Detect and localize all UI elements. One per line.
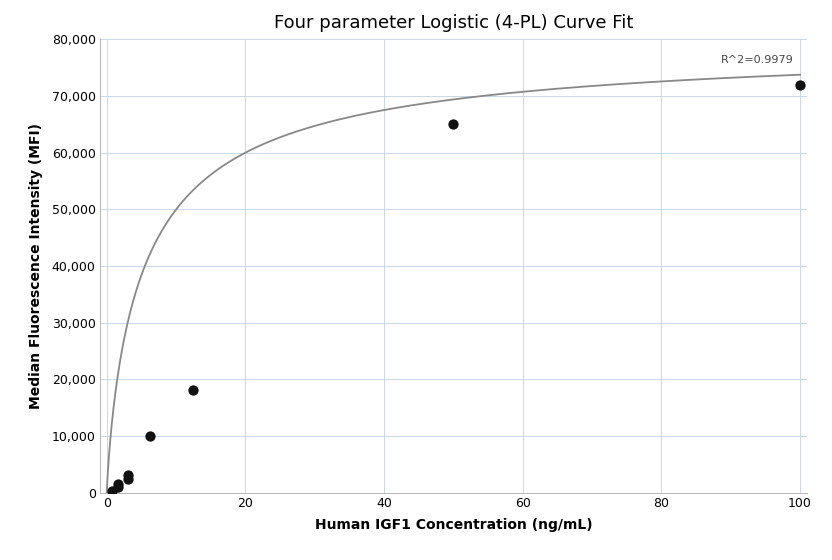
Point (121, 470, 135, 479)
Y-axis label: Median Fluorescence Intensity (MFI): Median Fluorescence Intensity (MFI) (29, 123, 43, 409)
Point (186, 385, 201, 394)
Point (111, 480, 124, 489)
Title: Four parameter Logistic (4-PL) Curve Fit: Four parameter Logistic (4-PL) Curve Fit (274, 14, 633, 32)
X-axis label: Human IGF1 Concentration (ng/mL): Human IGF1 Concentration (ng/mL) (314, 519, 592, 533)
Point (794, 80, 807, 89)
Point (106, 486, 119, 495)
Point (111, 483, 124, 492)
Point (143, 432, 156, 441)
Text: R^2=0.9979: R^2=0.9979 (721, 55, 793, 65)
Point (121, 474, 135, 483)
Point (447, 120, 460, 129)
